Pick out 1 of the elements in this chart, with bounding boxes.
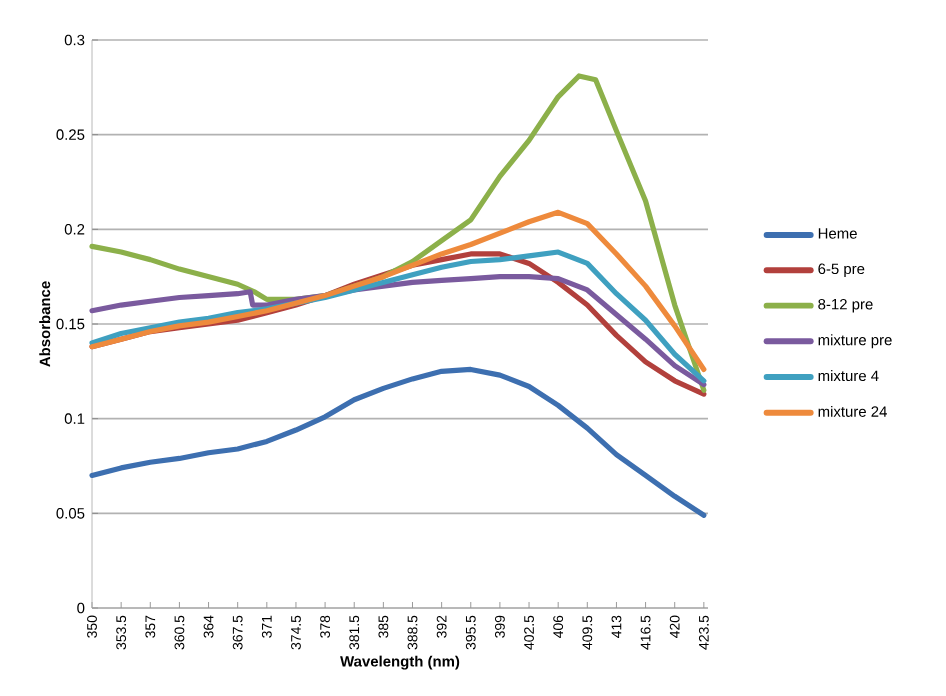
line-series	[89, 366, 707, 518]
